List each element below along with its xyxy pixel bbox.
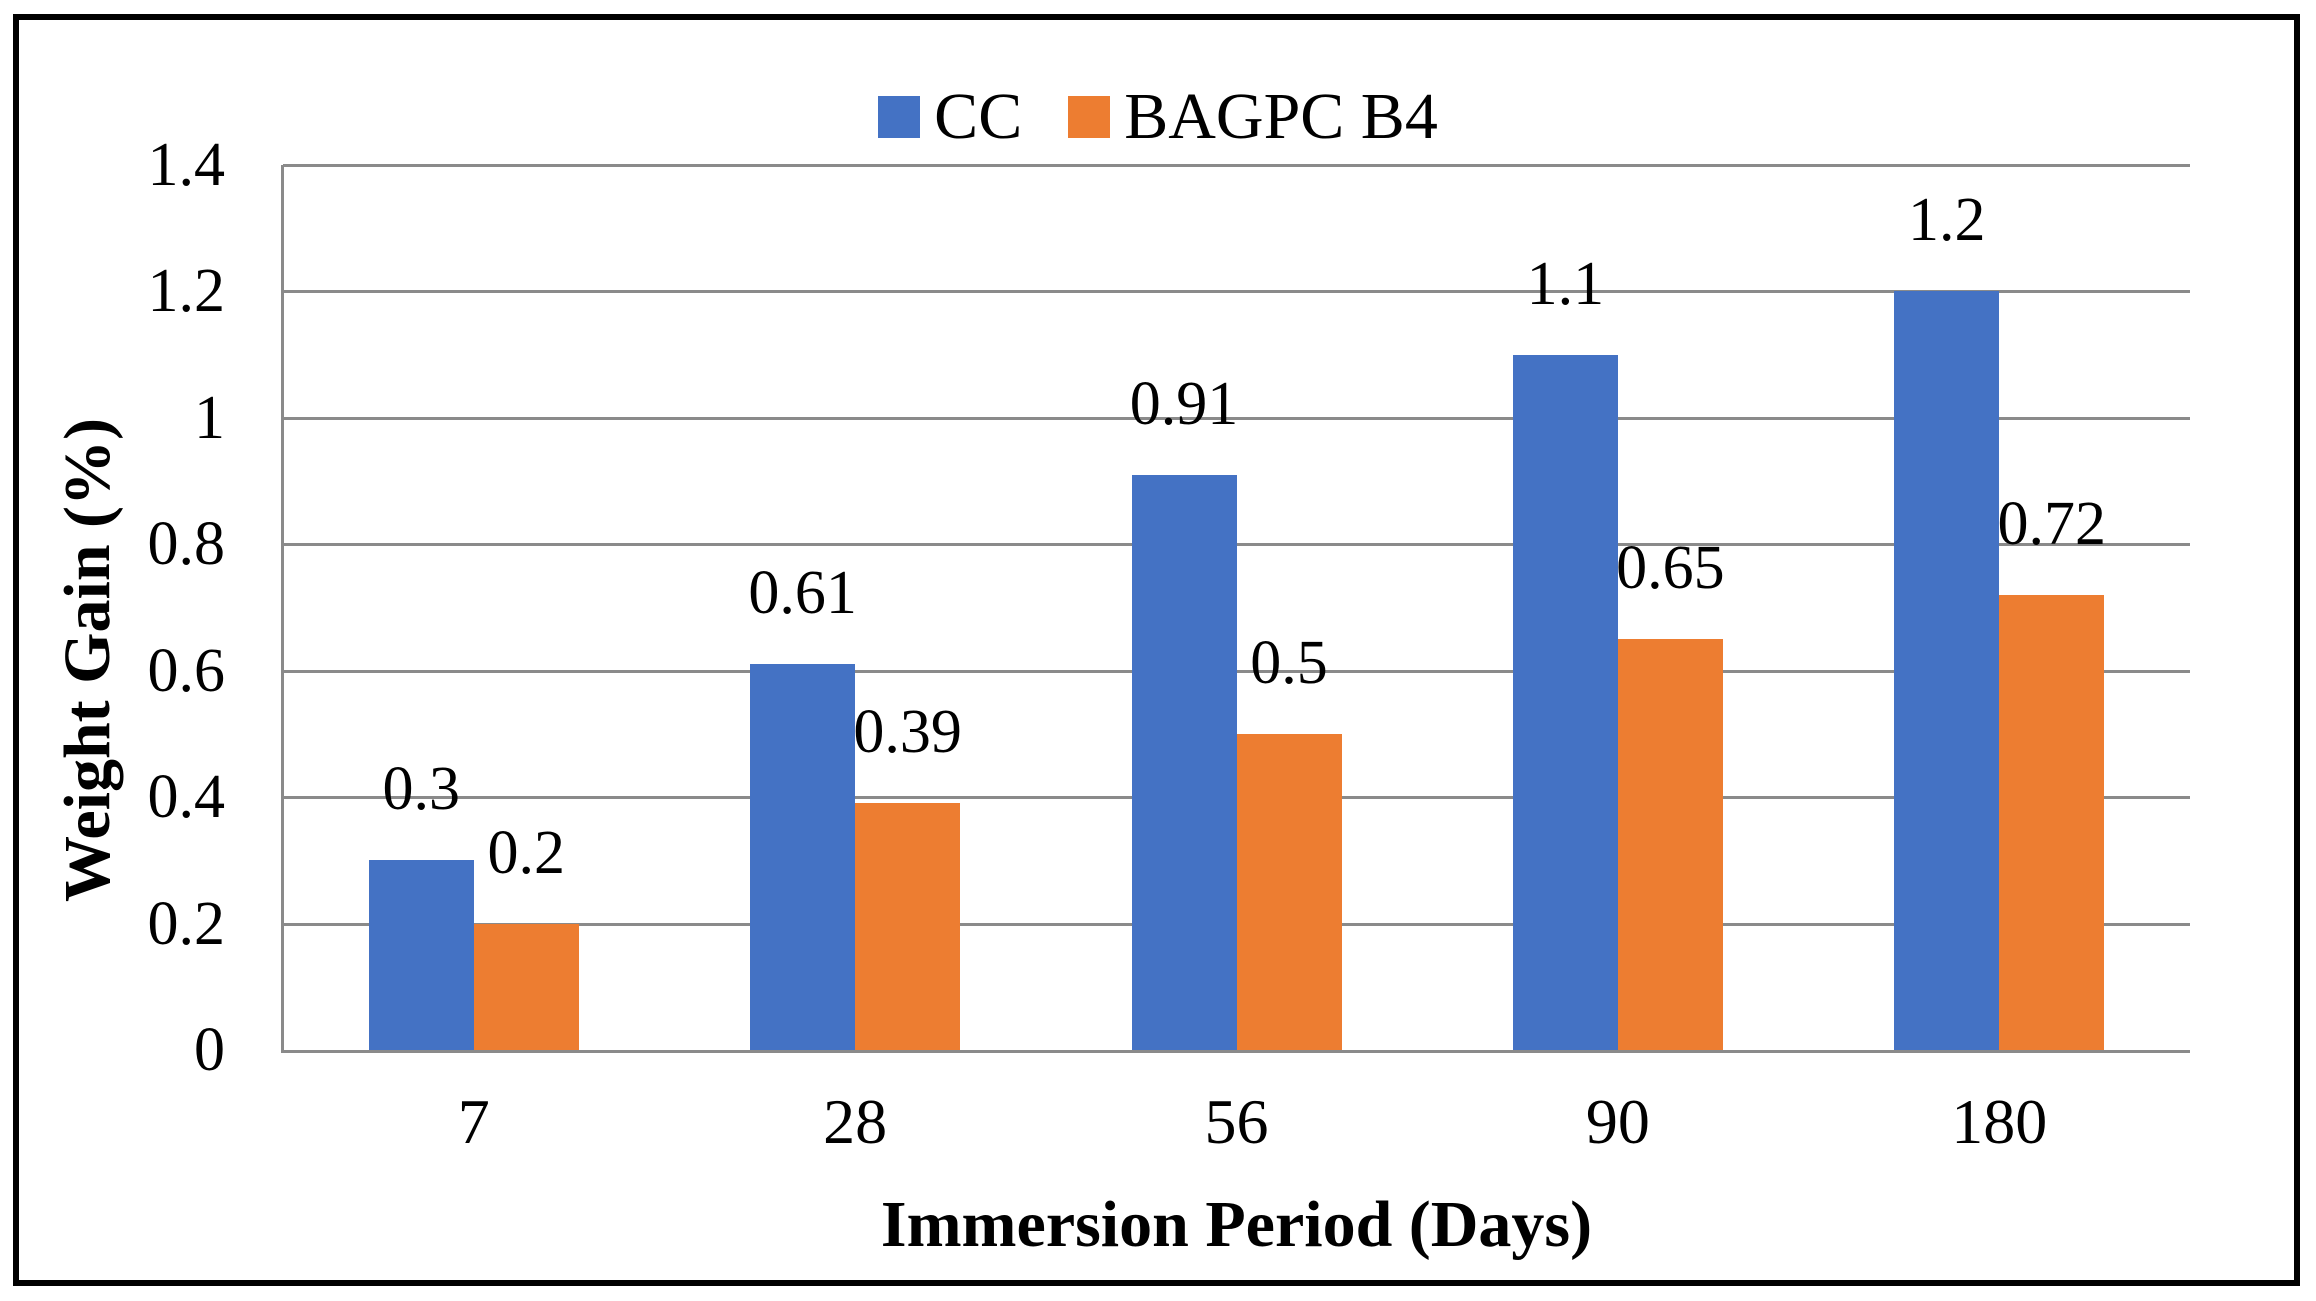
x-axis-tick-label: 28 [823,1086,888,1157]
y-axis-tick-label: 1.2 [147,257,226,326]
y-axis-tick-label: 0.8 [147,510,226,579]
legend-label-bagpc-b4: BAGPC B4 [1124,80,1438,153]
bar-value-label-cc-180: 1.2 [1908,186,1986,255]
y-axis-line [281,165,284,1050]
x-axis-tick-label: 56 [1204,1086,1269,1157]
y-axis-tick-label: 0.2 [147,889,226,958]
bar-cc-180 [1894,291,2000,1050]
bar-value-label-bagpc-b4-7: 0.2 [487,818,565,887]
legend: CC BAGPC B4 [0,84,2316,150]
bar-cc-7 [368,860,474,1050]
y-axis-tick-label: 0 [194,1016,225,1084]
x-axis-title: Immersion Period (Days) [880,1188,1593,1261]
bar-bagpc-b4-180 [1999,594,2105,1050]
bar-bagpc-b4-28 [855,803,961,1050]
gridline [283,290,2190,294]
bar-bagpc-b4-90 [1617,639,1723,1050]
bar-value-label-cc-7: 0.3 [382,755,460,824]
bar-cc-28 [750,664,856,1050]
bar-value-label-cc-90: 1.1 [1526,249,1605,318]
x-axis-tick-label: 7 [457,1086,490,1157]
bar-value-label-bagpc-b4-180: 0.72 [1997,489,2107,558]
x-axis-line [281,1050,2190,1053]
legend-swatch-bagpc-b4 [1068,96,1111,138]
x-axis-tick-label: 180 [1951,1086,2048,1157]
y-axis-title: Weight Gain (%) [51,417,124,903]
bar-bagpc-b4-56 [1236,733,1342,1050]
legend-label-cc: CC [934,80,1023,153]
bar-value-label-cc-56: 0.91 [1129,369,1239,438]
figure-border [13,14,2300,1286]
bar-value-label-bagpc-b4-28: 0.39 [853,698,962,767]
legend-item-cc: CC [878,84,1022,150]
legend-item-bagpc-b4: BAGPC B4 [1068,84,1438,150]
plot-area: 0.3 0.2 0.61 0.39 0.91 0.5 1.1 0.65 1.2 0.72 [281,164,2190,1053]
x-axis-tick-label: 90 [1585,1086,1650,1157]
bar-value-label-bagpc-b4-90: 0.65 [1616,534,1725,603]
y-axis-tick-label: 0.4 [147,763,226,832]
bar-value-label-cc-28: 0.61 [748,559,857,628]
bar-value-label-bagpc-b4-56: 0.5 [1250,628,1328,697]
legend-swatch-cc [878,96,921,138]
gridline [283,669,2190,673]
gridline [283,164,2190,167]
bar-bagpc-b4-7 [473,923,579,1050]
y-axis-tick-label: 1 [194,383,225,452]
bar-cc-90 [1512,354,1618,1050]
y-axis-tick-label: 1.4 [147,131,226,199]
y-axis-tick-label: 0.6 [147,636,226,705]
gridline [283,543,2190,547]
bar-cc-56 [1131,474,1237,1050]
gridline [283,416,2190,420]
